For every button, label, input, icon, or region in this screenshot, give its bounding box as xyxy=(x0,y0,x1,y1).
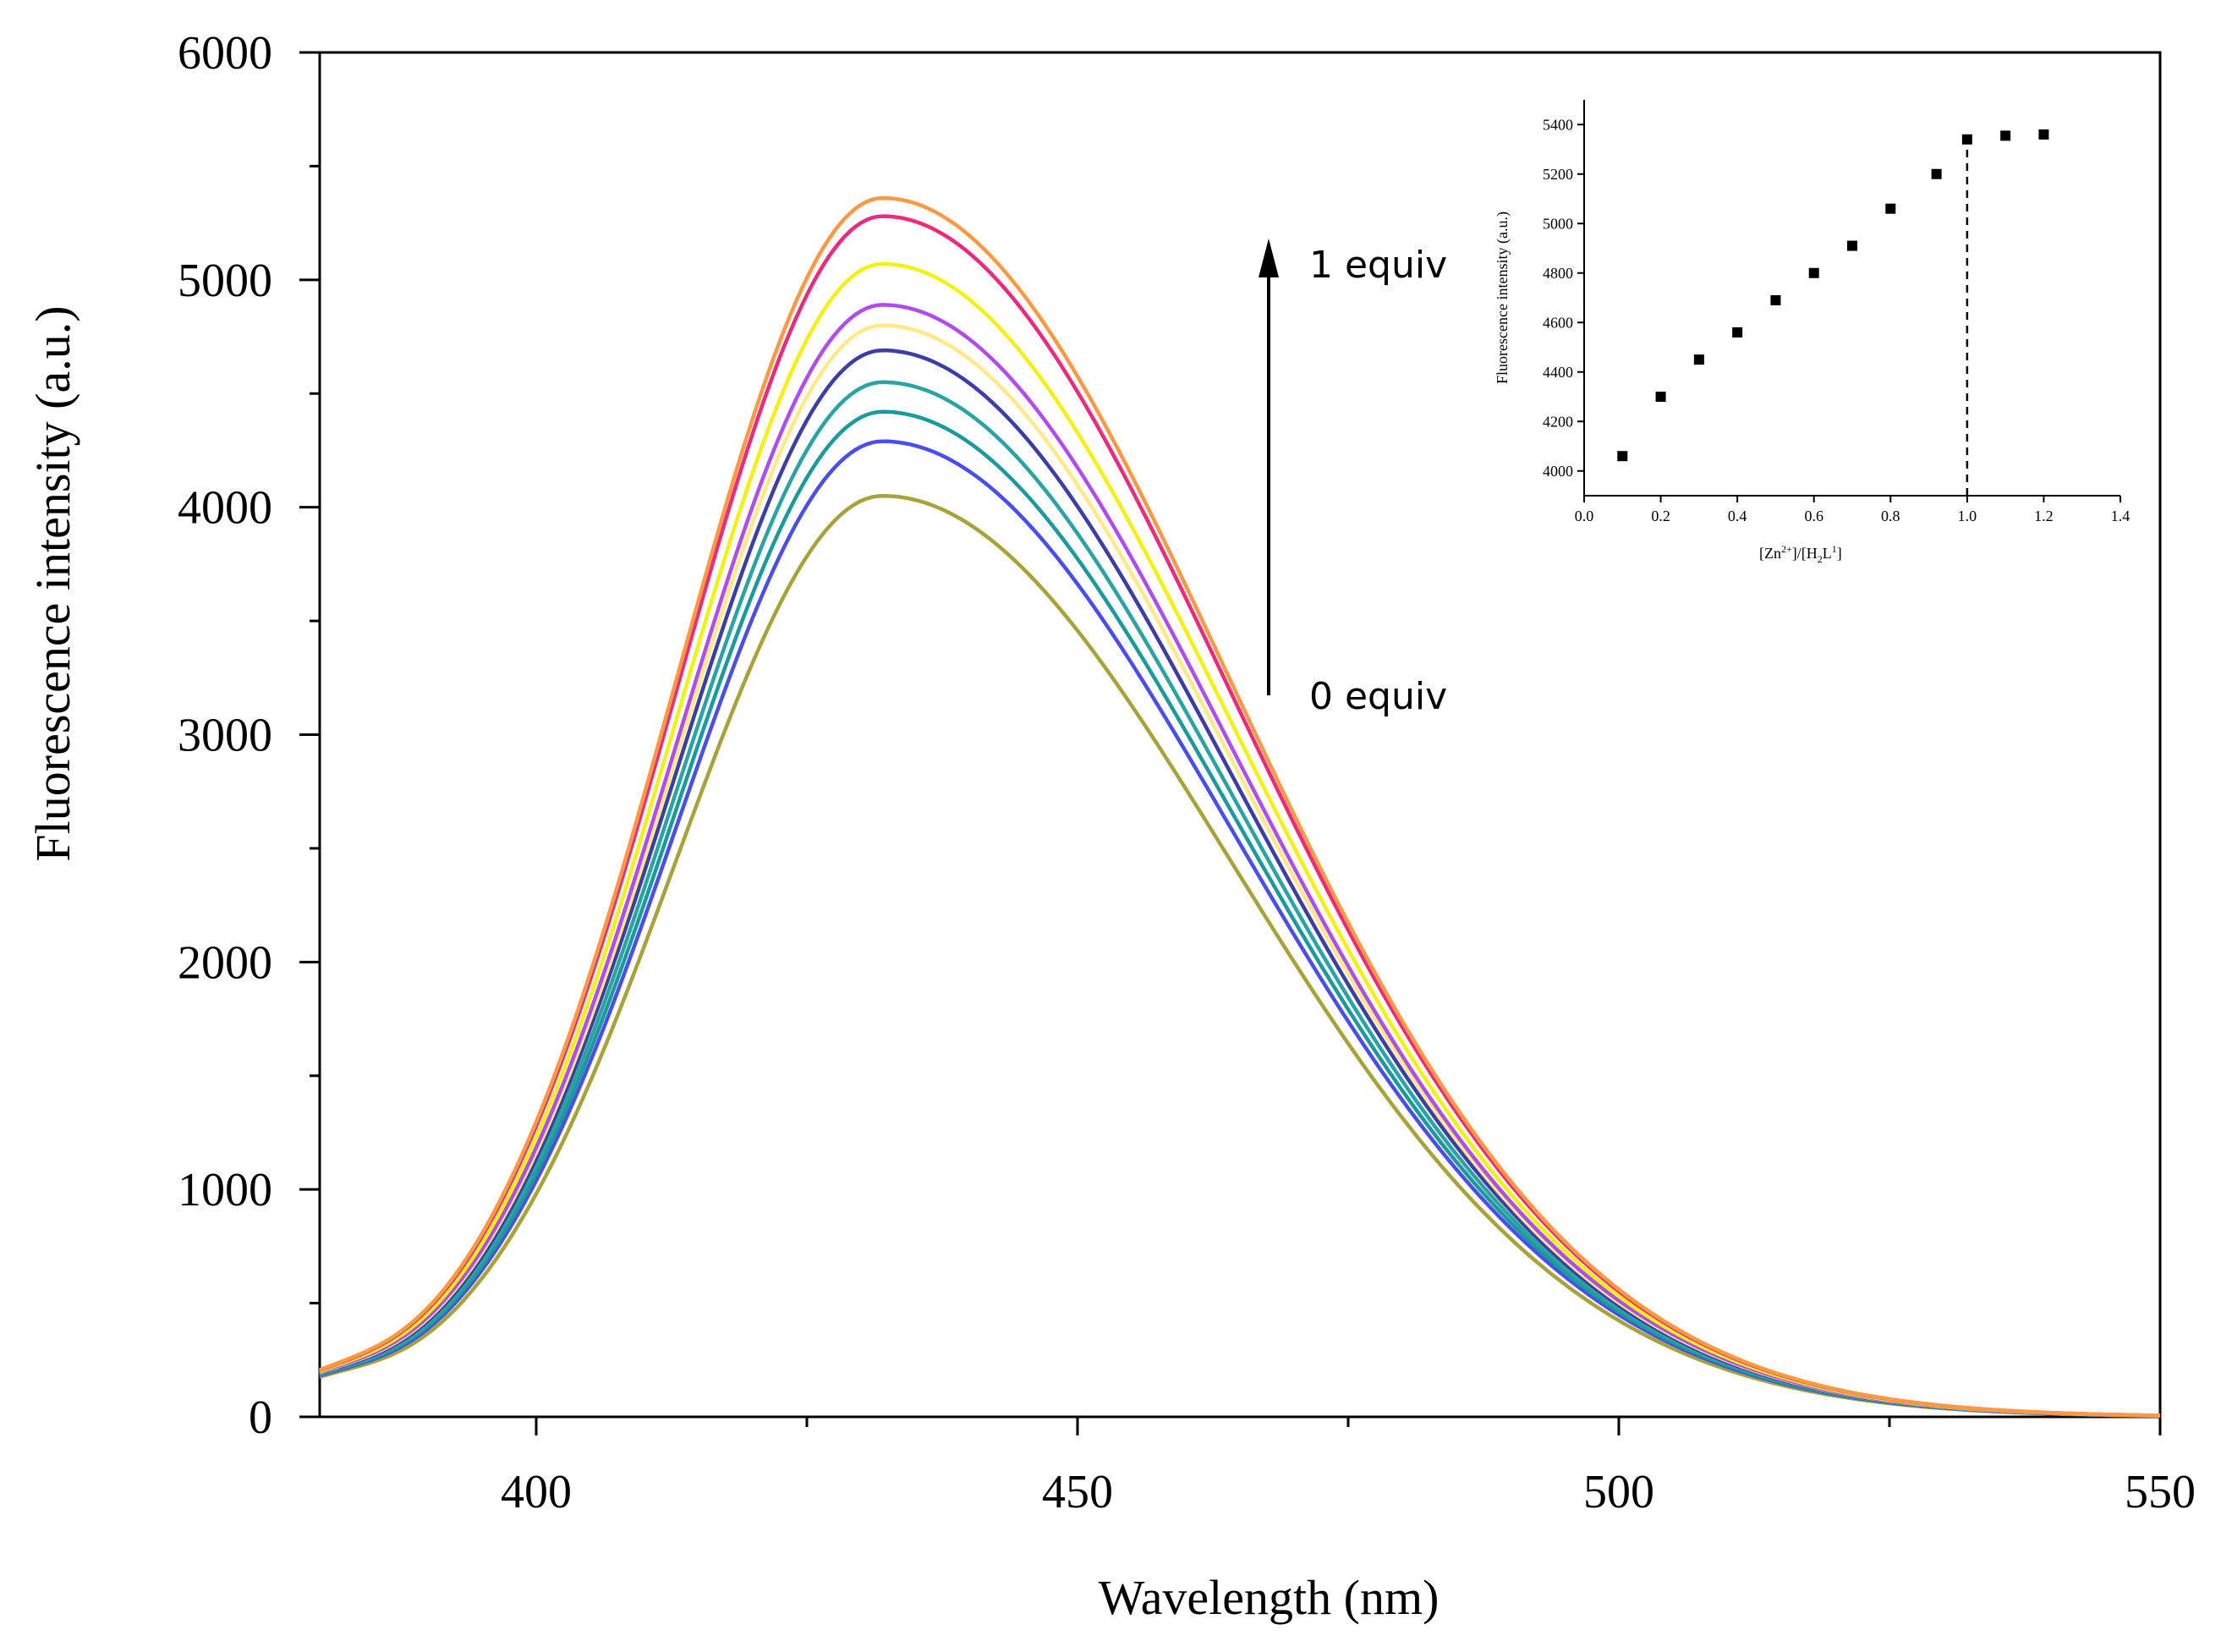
y-tick-label: 6000 xyxy=(178,27,272,80)
inset-x-tick-label: 0.4 xyxy=(1728,508,1747,524)
emission-curve xyxy=(319,195,2161,1418)
x-tick-label: 500 xyxy=(1583,1466,1654,1518)
inset-y-tick-label: 5000 xyxy=(1543,215,1573,232)
inset-x-tick-label: 1.0 xyxy=(1958,508,1977,524)
inset-series xyxy=(1617,129,2049,462)
inset-data-point xyxy=(1961,134,1972,145)
inset-x-tick-label: 1.2 xyxy=(2034,508,2054,524)
y-tick-label: 5000 xyxy=(178,255,272,307)
inset-x-axis: 0.0 0.2 0.4 0.6 0.8 1.0 1.2 1.4 xyxy=(1575,496,2131,524)
inset-y-axis-title: Fluorescence intensity (a.u.) xyxy=(1494,211,1511,384)
inset-data-point xyxy=(1770,294,1781,305)
y-tick-label: 2000 xyxy=(178,936,272,989)
inset-data-point xyxy=(1808,267,1819,278)
annotation-bottom-label: 0 equiv xyxy=(1309,675,1447,718)
main-x-axis-title: Wavelength (nm) xyxy=(1099,1570,1440,1625)
inset-y-tick-label: 4000 xyxy=(1543,463,1573,480)
inset-y-tick-label: 5200 xyxy=(1543,166,1573,183)
inset-data-point xyxy=(1847,240,1857,251)
x-tick-label: 450 xyxy=(1042,1466,1113,1518)
x-tick-label: 400 xyxy=(501,1466,572,1518)
inset-x-tick-label: 0.8 xyxy=(1881,508,1900,524)
y-tick-label: 4000 xyxy=(178,482,272,535)
inset-x-tick-label: 0.2 xyxy=(1651,508,1670,524)
inset-data-point xyxy=(2038,129,2049,140)
inset-y-tick-label: 4400 xyxy=(1543,364,1573,381)
inset-data-point xyxy=(1885,203,1896,214)
main-series xyxy=(319,195,2161,1419)
inset-data-point xyxy=(2000,130,2011,141)
inset-data-point xyxy=(1617,451,1628,462)
inset-chart: 0.0 0.2 0.4 0.6 0.8 1.0 1.2 1.4 4000 4200 4400 460… xyxy=(1494,100,2130,565)
inset-x-tick-label: 0.0 xyxy=(1575,508,1594,524)
inset-y-tick-label: 4200 xyxy=(1543,413,1573,430)
inset-x-tick-label: 0.6 xyxy=(1804,508,1823,524)
arrow-head-icon xyxy=(1259,239,1279,277)
inset-x-axis-title: [Zn2+]/[H2L1] xyxy=(1759,543,1842,565)
inset-data-point xyxy=(1693,354,1704,365)
inset-y-tick-label: 4800 xyxy=(1543,265,1573,282)
main-y-axis: 0 1000 2000 3000 4000 5000 6000 xyxy=(178,27,320,1444)
annotation-top-label: 1 equiv xyxy=(1309,244,1447,287)
inset-data-point xyxy=(1655,392,1666,402)
inset-x-tick-label: 1.4 xyxy=(2111,508,2131,524)
inset-data-point xyxy=(1732,327,1743,338)
inset-y-tick-label: 4600 xyxy=(1543,314,1573,331)
inset-data-point xyxy=(1931,168,1942,179)
x-tick-label: 550 xyxy=(2125,1466,2196,1518)
inset-y-tick-label: 5400 xyxy=(1543,116,1573,133)
y-tick-label: 1000 xyxy=(178,1164,272,1216)
main-x-axis: 400 450 500 550 xyxy=(501,1417,2196,1518)
main-y-axis-title: Fluorescence intensity (a.u.) xyxy=(25,305,80,861)
y-tick-label: 0 xyxy=(249,1391,272,1444)
y-tick-label: 3000 xyxy=(178,710,272,762)
inset-y-axis: 4000 4200 4400 4600 4800 5000 5200 5400 xyxy=(1543,116,1584,480)
